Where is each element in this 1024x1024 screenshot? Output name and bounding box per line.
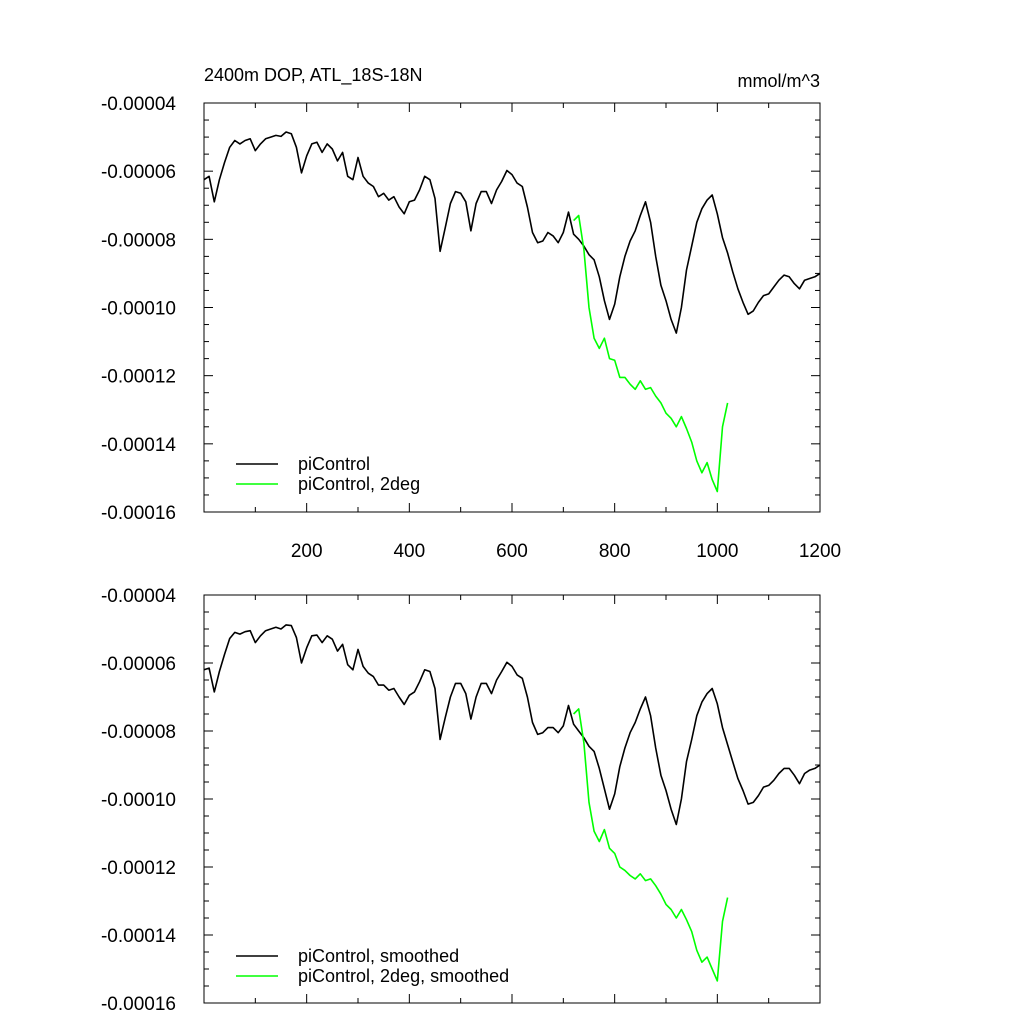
y-tick-label: -0.00014 (101, 435, 176, 456)
y-tick-label: -0.00004 (101, 586, 176, 607)
series-line-picontrol-2deg (573, 214, 729, 493)
y-tick-label: -0.00010 (101, 299, 176, 320)
x-tick-label: 600 (496, 541, 528, 562)
y-tick-label: -0.00008 (101, 230, 176, 251)
x-tick-label: 400 (393, 541, 425, 562)
y-tick-label: -0.00004 (101, 94, 176, 115)
x-tick-label: 1000 (696, 541, 738, 562)
y-tick-label: -0.00014 (101, 926, 176, 947)
plot-frame (203, 102, 821, 513)
legend-label: piControl, 2deg (298, 474, 420, 494)
y-tick-label: -0.00008 (101, 722, 176, 743)
x-tick-label: 200 (291, 541, 323, 562)
series-line-picontrol (203, 624, 821, 826)
legend-label: piControl (298, 454, 370, 474)
y-tick-label: -0.00016 (101, 994, 176, 1015)
y-tick-label: -0.00012 (101, 367, 176, 388)
series-line-picontrol (203, 131, 821, 334)
chart-title: 2400m DOP, ATL_18S-18N (204, 65, 422, 86)
series-line-picontrol-2deg (573, 708, 729, 982)
y-tick-label: -0.00010 (101, 790, 176, 811)
plot-frame (203, 594, 821, 1004)
bottom-panel: -0.00004 -0.00006 -0.00008 -0.00010 -0.00012… (101, 586, 821, 1015)
units-label: mmol/m^3 (738, 71, 820, 91)
x-tick-label: 800 (599, 541, 631, 562)
legend-label: piControl, 2deg, smoothed (298, 966, 509, 986)
y-tick-label: -0.00006 (101, 654, 176, 675)
top-panel: 2400m DOP, ATL_18S-18N mmol/m^3 -0.00004… (101, 65, 841, 562)
y-tick-label: -0.00016 (101, 503, 176, 524)
y-tick-label: -0.00006 (101, 162, 176, 183)
x-tick-label: 1200 (799, 541, 841, 562)
legend-label: piControl, smoothed (298, 946, 459, 966)
y-tick-label: -0.00012 (101, 858, 176, 879)
